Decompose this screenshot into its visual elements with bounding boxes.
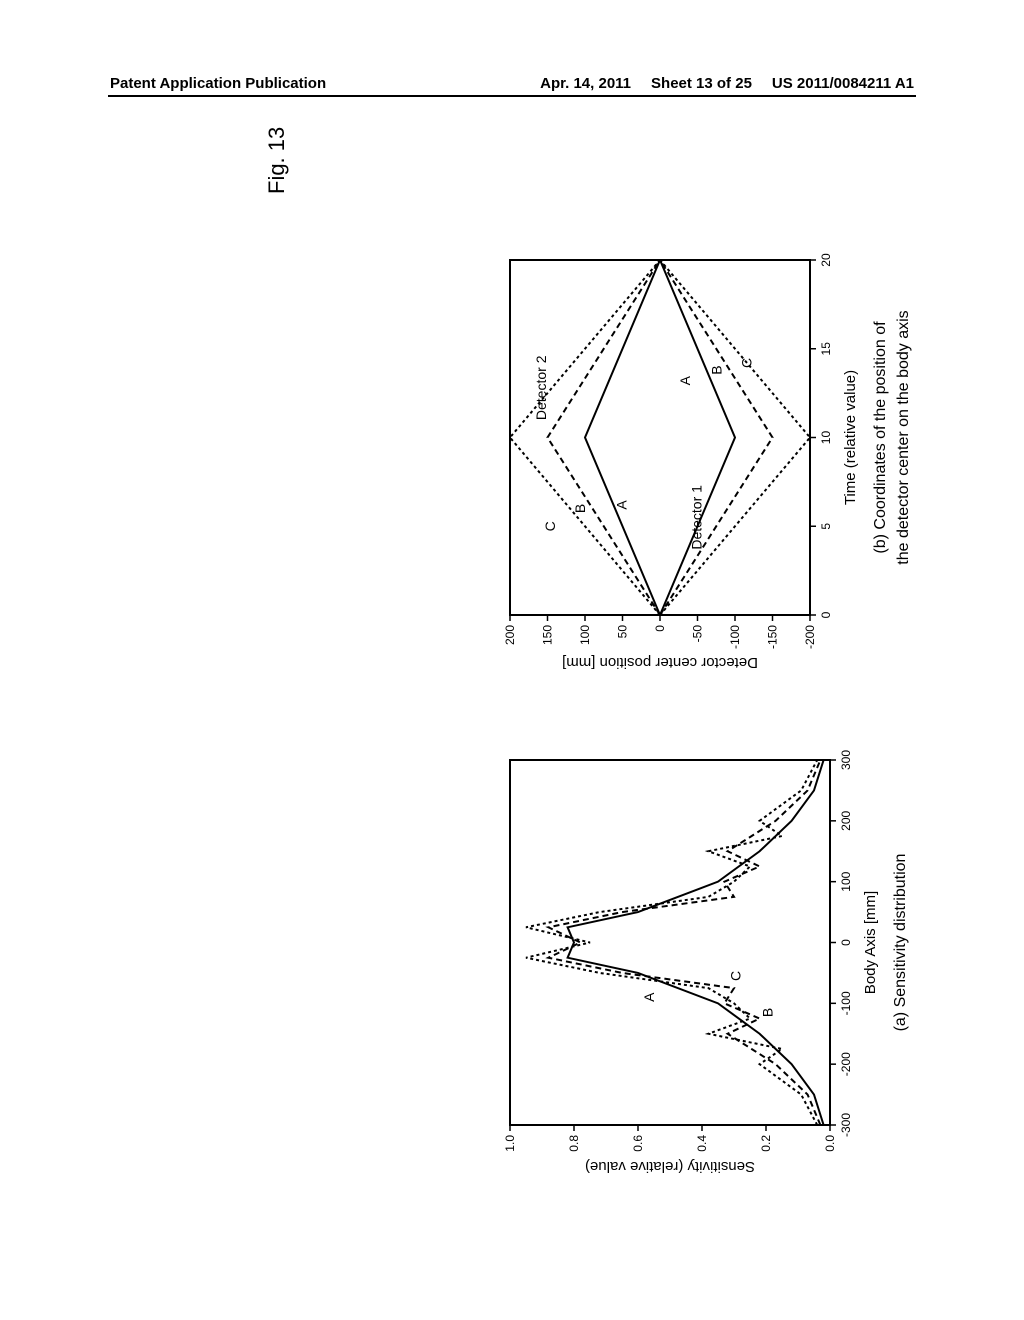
svg-text:-100: -100 (728, 625, 742, 649)
svg-text:15: 15 (819, 342, 833, 356)
svg-text:Time (relative value): Time (relative value) (842, 370, 859, 505)
svg-text:0.4: 0.4 (695, 1135, 709, 1152)
svg-text:C: C (739, 358, 755, 368)
svg-text:100: 100 (839, 871, 853, 891)
header-pubno: US 2011/0084211 A1 (772, 75, 914, 92)
figure-area: Fig. 13 -300-200-10001002003000.00.20.40… (0, 140, 1024, 1240)
header-sheet: Sheet 13 of 25 (651, 75, 752, 92)
svg-text:20: 20 (819, 253, 833, 267)
svg-text:0.6: 0.6 (631, 1135, 645, 1152)
chart-a-sensitivity: -300 -200 -100 0 100 200 300 0.0 0.2 0.4 0.6 0.8 1.0… (500, 750, 930, 1180)
header-date: Apr. 14, 2011 (540, 75, 631, 92)
header-divider (108, 95, 916, 97)
svg-text:5: 5 (819, 523, 833, 530)
figure-title: Fig. 13 (264, 127, 290, 194)
svg-text:Detector 1: Detector 1 (688, 485, 704, 550)
svg-text:B: B (709, 365, 725, 374)
svg-text:-50: -50 (691, 625, 705, 643)
svg-text:A: A (641, 992, 657, 1002)
chart-b-detector-position: 0 5 10 15 20 -200 -150 -100 -50 0 50 100 150 200 Detec… (500, 250, 930, 680)
chart-b-svg: 0 5 10 15 20 -200 -150 -100 -50 0 50 100 150 200 Detec… (500, 250, 930, 680)
header-right: Apr. 14, 2011 Sheet 13 of 25 US 2011/008… (540, 75, 914, 92)
svg-text:-150: -150 (766, 625, 780, 649)
svg-text:Detector 2: Detector 2 (533, 355, 549, 420)
svg-text:0.8: 0.8 (567, 1135, 581, 1152)
svg-text:0.0: 0.0 (823, 1135, 837, 1152)
svg-text:B: B (759, 1008, 775, 1017)
svg-text:A: A (677, 375, 693, 385)
svg-text:0: 0 (839, 939, 853, 946)
svg-text:10: 10 (819, 431, 833, 445)
svg-text:-200: -200 (803, 625, 817, 649)
svg-text:the detector center on the bod: the detector center on the body axis (895, 310, 912, 564)
svg-text:C: C (542, 521, 558, 531)
svg-text:200: 200 (503, 625, 517, 645)
svg-text:200: 200 (839, 811, 853, 831)
svg-text:-300: -300 (839, 1113, 853, 1137)
svg-text:-100: -100 (839, 991, 853, 1015)
svg-text:-200: -200 (839, 1052, 853, 1076)
svg-text:A: A (613, 500, 629, 510)
header-left: Patent Application Publication (110, 75, 326, 92)
svg-text:0: 0 (653, 625, 667, 632)
svg-text:100: 100 (578, 625, 592, 645)
svg-text:300: 300 (839, 750, 853, 770)
svg-text:B: B (572, 504, 588, 513)
svg-text:C: C (727, 971, 743, 981)
svg-text:0.2: 0.2 (759, 1135, 773, 1152)
svg-text:50: 50 (616, 625, 630, 639)
svg-text:(a) Sensitivity distribution: (a) Sensitivity distribution (892, 854, 909, 1032)
chart-a-svg: -300 -200 -100 0 100 200 300 0.0 0.2 0.4 0.6 0.8 1.0… (500, 750, 930, 1180)
svg-text:Detector center position [mm]: Detector center position [mm] (562, 654, 758, 671)
svg-text:(b) Coordinates of the positio: (b) Coordinates of the position of (872, 321, 889, 554)
svg-text:Body Axis [mm]: Body Axis [mm] (862, 891, 879, 994)
svg-text:Sensitivity (relative value): Sensitivity (relative value) (585, 1158, 755, 1175)
patent-header: Patent Application Publication Apr. 14, … (0, 75, 1024, 92)
svg-text:1.0: 1.0 (503, 1135, 517, 1152)
svg-text:0: 0 (819, 611, 833, 618)
svg-text:150: 150 (541, 625, 555, 645)
